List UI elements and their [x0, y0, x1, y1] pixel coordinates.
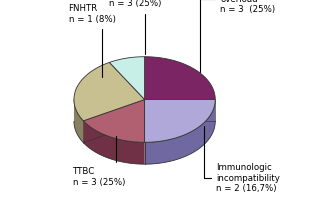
- Text: Volume
overload
n = 3  (25%): Volume overload n = 3 (25%): [200, 0, 275, 72]
- Polygon shape: [110, 57, 145, 100]
- Polygon shape: [145, 100, 215, 164]
- Polygon shape: [74, 62, 145, 121]
- Polygon shape: [74, 100, 83, 143]
- Polygon shape: [83, 121, 145, 164]
- Text: TTBC
n = 3 (25%): TTBC n = 3 (25%): [73, 136, 125, 186]
- Polygon shape: [83, 100, 145, 142]
- Text: FNHTR
n = 1 (8%): FNHTR n = 1 (8%): [68, 5, 115, 77]
- Text: TRALI
n = 3 (25%): TRALI n = 3 (25%): [110, 0, 162, 54]
- Polygon shape: [145, 57, 215, 100]
- Text: Immunologic
incompatibility
n = 2 (16,7%): Immunologic incompatibility n = 2 (16,7%…: [204, 126, 280, 193]
- Polygon shape: [145, 100, 215, 142]
